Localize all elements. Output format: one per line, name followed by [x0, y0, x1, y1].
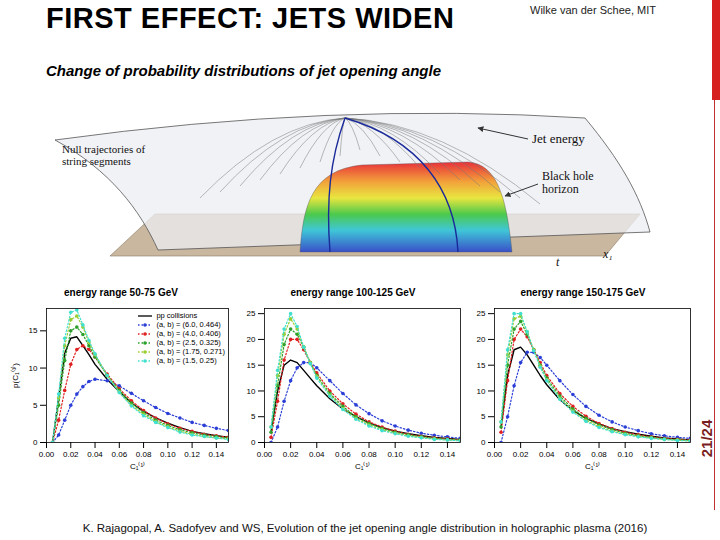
svg-text:0.06: 0.06	[565, 450, 581, 459]
svg-text:20: 20	[247, 335, 256, 344]
svg-text:Jet energy: Jet energy	[532, 131, 585, 146]
svg-text:15: 15	[477, 361, 486, 370]
svg-text:5: 5	[481, 412, 486, 421]
svg-text:0.10: 0.10	[617, 450, 633, 459]
svg-text:20: 20	[477, 335, 486, 344]
svg-text:x₁: x₁	[602, 247, 613, 261]
svg-text:0.14: 0.14	[209, 450, 225, 459]
html-text:energy range 100-125 GeV: energy range 100-125 GeV	[290, 287, 416, 298]
svg-text:0.14: 0.14	[670, 450, 686, 459]
svg-text:0: 0	[251, 438, 256, 447]
svg-text:0.02: 0.02	[63, 450, 79, 459]
svg-text:C₁⁽¹⁾: C₁⁽¹⁾	[130, 461, 145, 471]
svg-text:0.04: 0.04	[539, 450, 555, 459]
html-text:(a, b) = (2.5, 0.325): (a, b) = (2.5, 0.325)	[156, 338, 221, 347]
svg-text:0.06: 0.06	[112, 450, 128, 459]
svg-text:5: 5	[251, 412, 256, 421]
svg-text:0.04: 0.04	[87, 450, 103, 459]
svg-text:0.08: 0.08	[591, 450, 607, 459]
svg-text:0.00: 0.00	[257, 450, 273, 459]
html-text:energy range 50-75 GeV: energy range 50-75 GeV	[64, 287, 178, 298]
svg-text:0.12: 0.12	[414, 450, 430, 459]
html-text:Wilke van der Schee, MIT: Wilke van der Schee, MIT	[530, 4, 656, 16]
svg-text:15: 15	[247, 361, 256, 370]
svg-text:t: t	[556, 255, 560, 269]
svg-text:0.08: 0.08	[361, 450, 377, 459]
svg-text:0.00: 0.00	[39, 450, 55, 459]
svg-text:0.10: 0.10	[160, 450, 176, 459]
html-text:(a, b) = (1.5, 0.25): (a, b) = (1.5, 0.25)	[156, 356, 217, 365]
svg-text:0.00: 0.00	[487, 450, 503, 459]
svg-text:0.10: 0.10	[387, 450, 403, 459]
html-text:(a, b) = (4.0, 0.406): (a, b) = (4.0, 0.406)	[156, 329, 221, 338]
html-text:21/24: 21/24	[697, 419, 715, 458]
html-text:Change of probability distribu: Change of probability distributions of j…	[46, 62, 441, 79]
svg-text:15: 15	[29, 326, 38, 335]
svg-text:10: 10	[477, 387, 486, 396]
svg-text:10: 10	[247, 387, 256, 396]
svg-text:0.08: 0.08	[136, 450, 152, 459]
svg-text:0.14: 0.14	[440, 450, 456, 459]
svg-text:5: 5	[33, 401, 38, 410]
html-text:FIRST EFFECT: JETS WIDEN: FIRST EFFECT: JETS WIDEN	[46, 2, 455, 34]
svg-text:0: 0	[481, 438, 486, 447]
svg-text:0.04: 0.04	[309, 450, 325, 459]
svg-text:p(C₁⁽¹⁾): p(C₁⁽¹⁾)	[10, 363, 20, 388]
html-text:(a, b) = (6.0, 0.464): (a, b) = (6.0, 0.464)	[156, 320, 221, 329]
svg-text:0.02: 0.02	[283, 450, 299, 459]
svg-text:0: 0	[33, 438, 38, 447]
html-text:pp collisions: pp collisions	[156, 311, 198, 320]
svg-text:0.02: 0.02	[513, 450, 529, 459]
svg-text:25: 25	[247, 309, 256, 318]
svg-text:10: 10	[29, 364, 38, 373]
svg-text:horizon: horizon	[542, 182, 579, 196]
html-text:(a, b) = (1.75, 0.271): (a, b) = (1.75, 0.271)	[156, 347, 225, 356]
svg-text:C₁⁽¹⁾: C₁⁽¹⁾	[355, 461, 370, 471]
svg-text:Black hole: Black hole	[542, 169, 594, 183]
svg-text:0.12: 0.12	[184, 450, 200, 459]
svg-text:string segments: string segments	[62, 155, 131, 167]
svg-text:0.12: 0.12	[644, 450, 660, 459]
svg-text:C₁⁽¹⁾: C₁⁽¹⁾	[585, 461, 600, 471]
svg-text:25: 25	[477, 309, 486, 318]
html-text:K. Rajagopal, A. Sadofyev and: K. Rajagopal, A. Sadofyev and WS, Evolut…	[82, 522, 648, 534]
svg-text:Null trajectories of: Null trajectories of	[62, 143, 145, 155]
svg-text:0.06: 0.06	[335, 450, 351, 459]
html-text:energy range 150-175 GeV: energy range 150-175 GeV	[520, 287, 646, 298]
